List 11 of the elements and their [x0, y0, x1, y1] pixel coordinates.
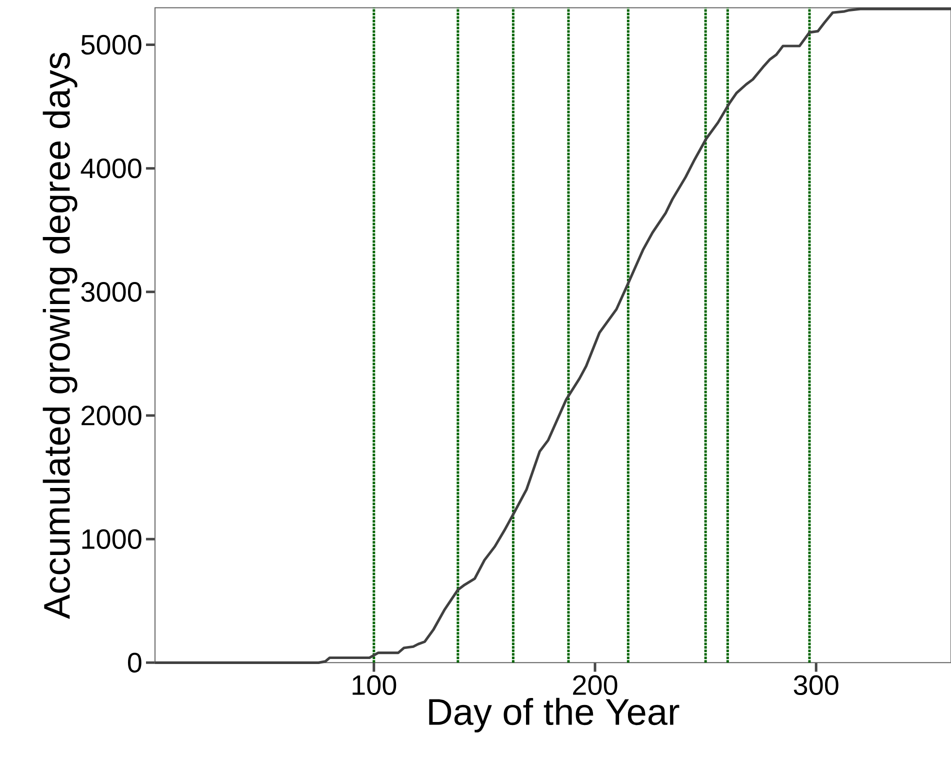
y-tick-label: 4000 — [80, 158, 142, 178]
y-tick-label: 5000 — [81, 34, 142, 55]
x-axis-title: Day of the Year — [429, 698, 680, 732]
x-tick-label: 100 — [352, 675, 396, 696]
x-tick-label: 200 — [573, 675, 618, 696]
y-tick-label: 2000 — [82, 406, 142, 426]
x-tick-label: 300 — [794, 675, 838, 696]
y-tick-label: 0 — [128, 652, 142, 673]
y-tick-label: 1000 — [82, 529, 142, 550]
y-axis-title: Accumulated growing degree days — [42, 52, 78, 619]
y-tick-label: 3000 — [81, 282, 142, 302]
